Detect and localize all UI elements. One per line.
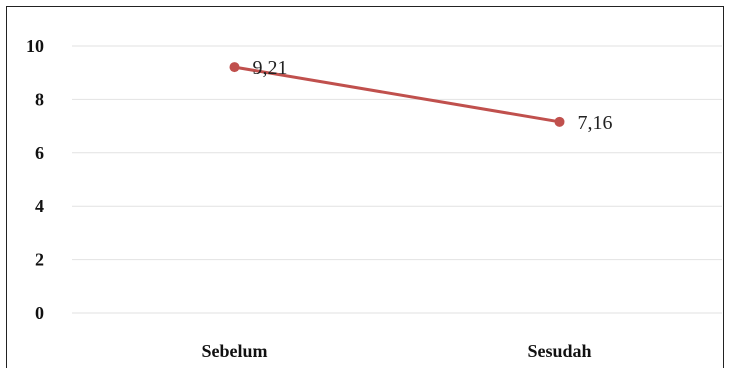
data-point-sesudah: [554, 116, 565, 127]
y-tick-label-8: 8: [35, 89, 44, 109]
y-tick-label-4: 4: [35, 196, 44, 216]
x-tick-label-sesudah: Sesudah: [527, 341, 591, 361]
x-tick-label-sebelum: Sebelum: [201, 341, 267, 361]
y-tick-label-0: 0: [35, 303, 44, 323]
y-tick-label-2: 2: [35, 250, 44, 270]
y-tick-label-10: 10: [26, 36, 44, 56]
data-point-sebelum: [229, 62, 240, 73]
data-label-sebelum: 9,21: [253, 57, 288, 79]
chart-frame: [6, 6, 724, 368]
data-label-sesudah: 7,16: [578, 112, 613, 134]
series-line-0: [234, 65, 560, 124]
y-tick-label-6: 6: [35, 143, 44, 163]
